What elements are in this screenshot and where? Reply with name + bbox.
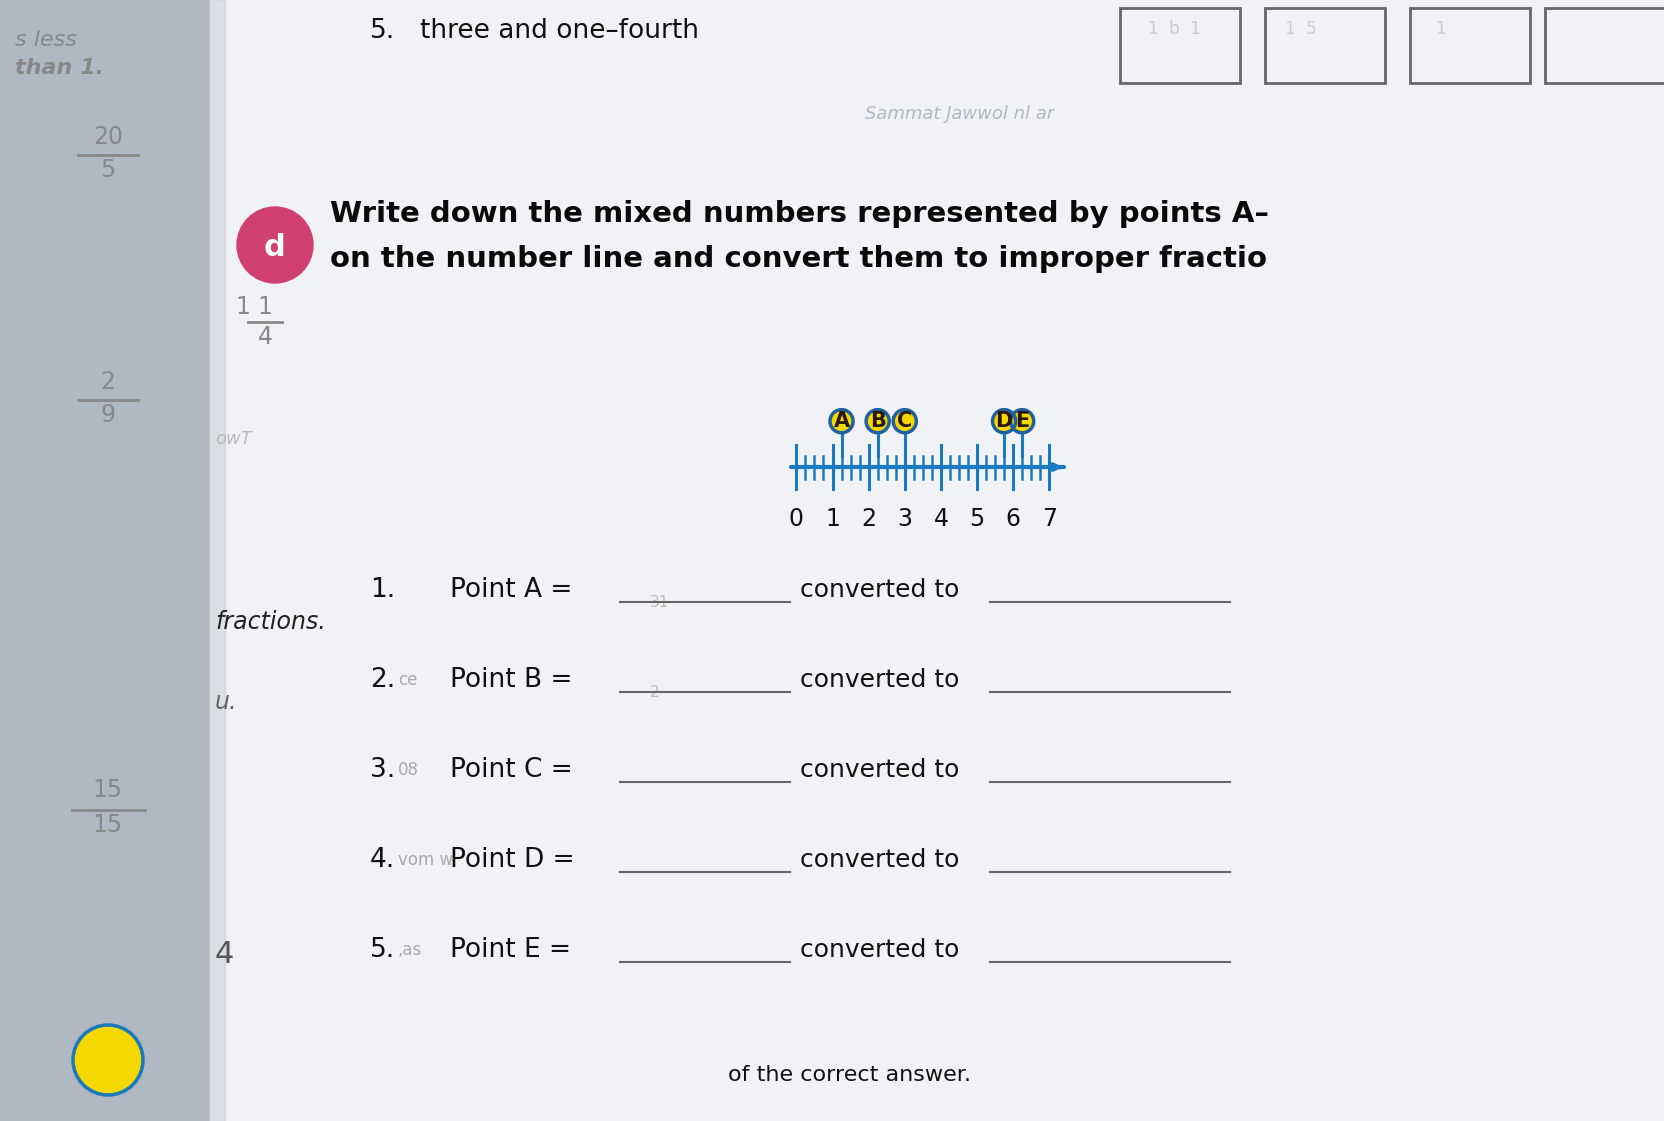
Text: C: C [897, 411, 912, 432]
Text: 0: 0 [789, 507, 804, 531]
Text: 3.: 3. [369, 757, 394, 782]
Text: converted to: converted to [799, 578, 958, 602]
Text: 1: 1 [258, 295, 273, 319]
Text: 31: 31 [649, 595, 669, 610]
Text: 4: 4 [934, 507, 948, 531]
Text: Write down the mixed numbers represented by points A–: Write down the mixed numbers represented… [329, 200, 1268, 228]
Text: owT: owT [215, 430, 251, 448]
Text: B: B [869, 411, 885, 432]
Text: 1  5: 1 5 [1285, 20, 1316, 38]
Text: 2: 2 [860, 507, 875, 531]
Text: Sammat Jawwol nl ar: Sammat Jawwol nl ar [865, 105, 1053, 123]
Bar [0, 0, 210, 1121]
Circle shape [1010, 409, 1033, 433]
Text: Point C =: Point C = [449, 757, 572, 782]
Bar [1409, 8, 1529, 83]
Circle shape [73, 1025, 143, 1095]
Text: vom w: vom w [398, 851, 453, 869]
Circle shape [892, 409, 915, 433]
Text: 6: 6 [1005, 507, 1020, 531]
Bar [1544, 8, 1664, 83]
Text: 1: 1 [825, 507, 839, 531]
Circle shape [992, 409, 1015, 433]
Text: 4: 4 [215, 941, 235, 969]
Text: 2: 2 [100, 370, 115, 393]
Text: E: E [1015, 411, 1028, 432]
Bar [210, 0, 225, 1121]
Text: Point E =: Point E = [449, 937, 571, 963]
Text: 1.: 1. [369, 577, 394, 603]
Text: 4: 4 [258, 325, 273, 349]
Text: 1  b  1: 1 b 1 [1146, 20, 1200, 38]
Text: 7: 7 [1042, 507, 1057, 531]
Text: 15: 15 [93, 813, 123, 837]
Text: Point B =: Point B = [449, 667, 572, 693]
Text: 9: 9 [100, 404, 115, 427]
Circle shape [829, 409, 852, 433]
Text: Point D =: Point D = [449, 847, 574, 873]
Text: of the correct answer.: of the correct answer. [729, 1065, 970, 1085]
Text: D: D [995, 411, 1012, 432]
Text: 08: 08 [398, 761, 419, 779]
Text: A: A [834, 411, 849, 432]
Text: u.: u. [215, 691, 238, 714]
Text: 4.: 4. [369, 847, 394, 873]
Text: 1: 1 [1434, 20, 1444, 38]
Text: Point A =: Point A = [449, 577, 572, 603]
Text: ce: ce [398, 671, 418, 689]
Text: fractions.: fractions. [215, 610, 326, 634]
Text: 15: 15 [93, 778, 123, 802]
Text: 3: 3 [897, 507, 912, 531]
Text: 2: 2 [649, 685, 659, 700]
Text: converted to: converted to [799, 847, 958, 872]
Text: 5.: 5. [369, 937, 394, 963]
Text: converted to: converted to [799, 938, 958, 962]
Circle shape [236, 207, 313, 282]
Text: converted to: converted to [799, 758, 958, 782]
Circle shape [865, 409, 889, 433]
Text: than 1.: than 1. [15, 58, 105, 78]
Text: three and one–fourth: three and one–fourth [419, 18, 699, 44]
Text: 5.: 5. [369, 18, 394, 44]
Text: converted to: converted to [799, 668, 958, 692]
Text: ,as: ,as [398, 941, 423, 958]
Text: d: d [265, 233, 286, 262]
Bar [1120, 8, 1240, 83]
Text: 1: 1 [235, 295, 250, 319]
Text: 5: 5 [100, 158, 115, 182]
Text: 20: 20 [93, 126, 123, 149]
Text: 5: 5 [968, 507, 983, 531]
Bar [1265, 8, 1384, 83]
Text: s less: s less [15, 30, 77, 50]
Text: on the number line and convert them to improper fractio: on the number line and convert them to i… [329, 245, 1266, 274]
Text: 2.: 2. [369, 667, 394, 693]
Bar [210, 0, 1664, 1121]
